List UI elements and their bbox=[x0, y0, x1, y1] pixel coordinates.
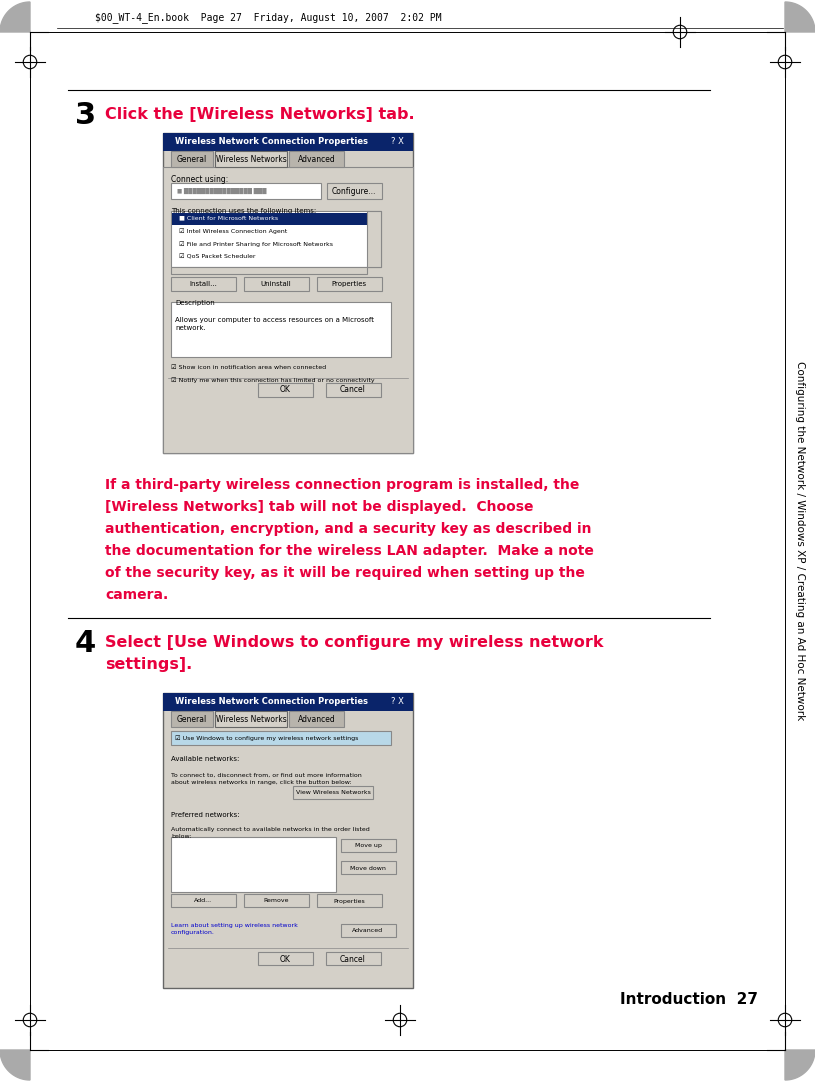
FancyBboxPatch shape bbox=[326, 952, 381, 965]
Text: ? X: ? X bbox=[391, 137, 404, 146]
Text: Advanced: Advanced bbox=[297, 155, 336, 163]
FancyBboxPatch shape bbox=[326, 383, 381, 397]
Text: ☑ Notify me when this connection has limited or no connectivity: ☑ Notify me when this connection has lim… bbox=[171, 378, 375, 383]
Text: ☑ Intel Wireless Connection Agent: ☑ Intel Wireless Connection Agent bbox=[175, 228, 287, 234]
FancyBboxPatch shape bbox=[341, 839, 396, 852]
Text: Select [Use Windows to configure my wireless network: Select [Use Windows to configure my wire… bbox=[105, 635, 603, 650]
Text: 3: 3 bbox=[75, 101, 96, 130]
Text: Preferred networks:: Preferred networks: bbox=[171, 812, 240, 818]
Text: To connect to, disconnect from, or find out more information
about wireless netw: To connect to, disconnect from, or find … bbox=[171, 773, 362, 784]
Text: Configure...: Configure... bbox=[332, 186, 377, 196]
Text: Move up: Move up bbox=[355, 844, 381, 848]
Text: settings].: settings]. bbox=[105, 657, 192, 672]
FancyBboxPatch shape bbox=[171, 302, 391, 357]
FancyBboxPatch shape bbox=[163, 692, 413, 711]
Text: Configuring the Network / Windows XP / Creating an Ad Hoc Network: Configuring the Network / Windows XP / C… bbox=[795, 361, 805, 721]
FancyBboxPatch shape bbox=[289, 711, 344, 727]
Text: Connect using:: Connect using: bbox=[171, 174, 228, 184]
FancyBboxPatch shape bbox=[163, 133, 413, 453]
Text: Uninstall: Uninstall bbox=[261, 281, 292, 287]
Text: Cancel: Cancel bbox=[340, 385, 366, 395]
FancyBboxPatch shape bbox=[293, 786, 373, 799]
Text: Install...: Install... bbox=[189, 281, 217, 287]
FancyBboxPatch shape bbox=[317, 277, 382, 291]
Text: Description: Description bbox=[175, 300, 214, 306]
FancyBboxPatch shape bbox=[163, 167, 413, 453]
Polygon shape bbox=[0, 2, 30, 32]
Text: Introduction  27: Introduction 27 bbox=[620, 992, 758, 1007]
Text: Allows your computer to access resources on a Microsoft
network.: Allows your computer to access resources… bbox=[175, 317, 374, 331]
Text: Click the [Wireless Networks] tab.: Click the [Wireless Networks] tab. bbox=[105, 107, 415, 122]
Text: camera.: camera. bbox=[105, 588, 168, 602]
Polygon shape bbox=[0, 1050, 30, 1080]
Text: Advanced: Advanced bbox=[297, 714, 336, 724]
Text: This connection uses the following items:: This connection uses the following items… bbox=[171, 208, 316, 214]
Text: ☑ File and Printer Sharing for Microsoft Networks: ☑ File and Printer Sharing for Microsoft… bbox=[175, 241, 333, 247]
Text: ☑ Use Windows to configure my wireless network settings: ☑ Use Windows to configure my wireless n… bbox=[175, 735, 359, 741]
FancyBboxPatch shape bbox=[289, 151, 344, 167]
Text: Wireless Networks: Wireless Networks bbox=[216, 714, 286, 724]
Text: Automatically connect to available networks in the order listed
below:: Automatically connect to available netwo… bbox=[171, 827, 370, 839]
Text: Remove: Remove bbox=[263, 898, 289, 903]
FancyBboxPatch shape bbox=[258, 952, 313, 965]
FancyBboxPatch shape bbox=[171, 711, 213, 727]
FancyBboxPatch shape bbox=[171, 211, 381, 267]
Text: 4: 4 bbox=[75, 629, 96, 658]
FancyBboxPatch shape bbox=[171, 267, 367, 274]
FancyBboxPatch shape bbox=[171, 183, 321, 199]
Text: authentication, encryption, and a security key as described in: authentication, encryption, and a securi… bbox=[105, 522, 592, 536]
FancyBboxPatch shape bbox=[215, 151, 287, 167]
Text: Cancel: Cancel bbox=[340, 954, 366, 963]
Text: of the security key, as it will be required when setting up the: of the security key, as it will be requi… bbox=[105, 566, 585, 580]
FancyBboxPatch shape bbox=[341, 924, 396, 937]
FancyBboxPatch shape bbox=[172, 213, 367, 225]
Text: ? X: ? X bbox=[391, 698, 404, 707]
FancyBboxPatch shape bbox=[244, 277, 309, 291]
Text: Add...: Add... bbox=[194, 898, 212, 903]
FancyBboxPatch shape bbox=[163, 133, 413, 151]
FancyBboxPatch shape bbox=[367, 211, 381, 267]
FancyBboxPatch shape bbox=[171, 894, 236, 907]
FancyBboxPatch shape bbox=[341, 861, 396, 874]
Text: ■ Client for Microsoft Networks: ■ Client for Microsoft Networks bbox=[175, 215, 278, 221]
FancyBboxPatch shape bbox=[244, 894, 309, 907]
Text: General: General bbox=[177, 714, 207, 724]
Text: the documentation for the wireless LAN adapter.  Make a note: the documentation for the wireless LAN a… bbox=[105, 544, 594, 558]
Text: Properties: Properties bbox=[332, 281, 367, 287]
FancyBboxPatch shape bbox=[215, 711, 287, 727]
Text: OK: OK bbox=[280, 954, 290, 963]
Text: Properties: Properties bbox=[333, 898, 365, 903]
Text: If a third-party wireless connection program is installed, the: If a third-party wireless connection pro… bbox=[105, 478, 579, 492]
FancyBboxPatch shape bbox=[163, 692, 413, 988]
FancyBboxPatch shape bbox=[171, 151, 213, 167]
FancyBboxPatch shape bbox=[258, 383, 313, 397]
Text: Advanced: Advanced bbox=[352, 928, 384, 934]
Text: Wireless Network Connection Properties: Wireless Network Connection Properties bbox=[175, 137, 368, 146]
Text: $00_WT-4_En.book  Page 27  Friday, August 10, 2007  2:02 PM: $00_WT-4_En.book Page 27 Friday, August … bbox=[95, 13, 442, 24]
FancyBboxPatch shape bbox=[171, 277, 236, 291]
Text: View Wireless Networks: View Wireless Networks bbox=[296, 791, 371, 795]
FancyBboxPatch shape bbox=[327, 183, 382, 199]
Text: Move down: Move down bbox=[350, 866, 386, 871]
Text: ■ ████████████████ ███: ■ ████████████████ ███ bbox=[177, 188, 267, 194]
Text: [Wireless Networks] tab will not be displayed.  Choose: [Wireless Networks] tab will not be disp… bbox=[105, 500, 534, 514]
Text: Wireless Network Connection Properties: Wireless Network Connection Properties bbox=[175, 698, 368, 707]
Text: ☑ Show icon in notification area when connected: ☑ Show icon in notification area when co… bbox=[171, 365, 326, 369]
Text: General: General bbox=[177, 155, 207, 163]
Text: ☑ QoS Packet Scheduler: ☑ QoS Packet Scheduler bbox=[175, 254, 255, 260]
Text: Available networks:: Available networks: bbox=[171, 756, 240, 762]
FancyBboxPatch shape bbox=[171, 731, 391, 745]
FancyBboxPatch shape bbox=[317, 894, 382, 907]
Text: Learn about setting up wireless network
configuration.: Learn about setting up wireless network … bbox=[171, 923, 297, 935]
Text: OK: OK bbox=[280, 385, 290, 395]
FancyBboxPatch shape bbox=[171, 837, 336, 892]
Polygon shape bbox=[785, 1050, 815, 1080]
Polygon shape bbox=[785, 2, 815, 32]
Text: Wireless Networks: Wireless Networks bbox=[216, 155, 286, 163]
